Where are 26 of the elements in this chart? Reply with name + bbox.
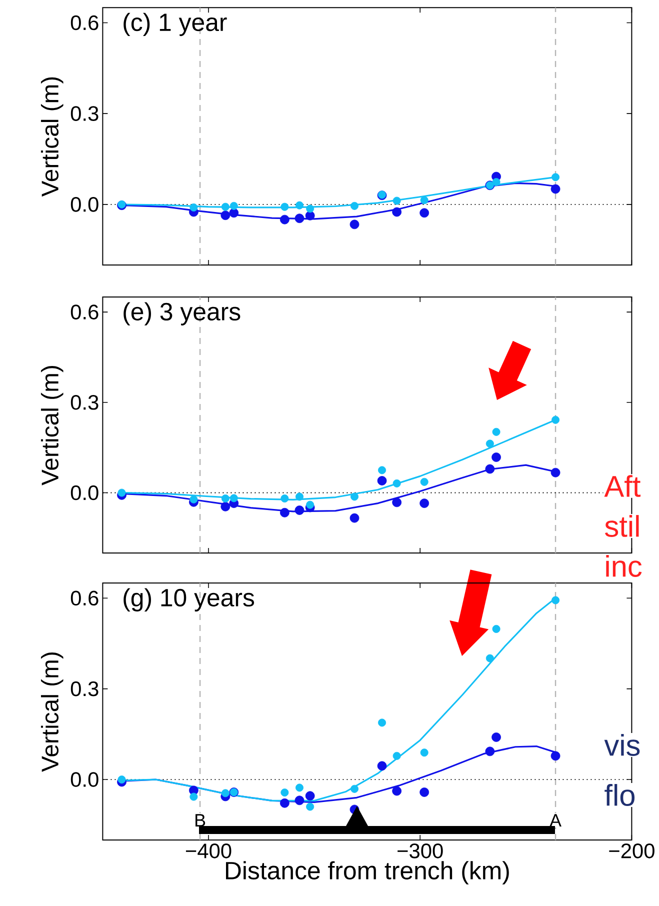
y-tick-label: 0.3 [70,106,98,121]
text: inc [606,555,642,577]
x-tick-label: −300 [398,844,443,858]
y-tick-label: 0.3 [70,395,98,410]
annotation: flo [604,784,635,806]
y-tick-label: 0.6 [70,590,98,606]
y-axis-title: Vertical (m) [40,366,64,486]
y-tick-label: 0.6 [70,15,98,30]
annotation: B [196,814,206,827]
y-axis-title: Vertical (m) [40,77,64,197]
y-tick-label: 0.3 [70,681,98,696]
y-tick-label: 0.0 [70,197,98,212]
x-tick-label: −400 [186,844,232,858]
annotation: stil [605,515,639,537]
y-tick-label: 0.0 [70,485,98,500]
x-tick-label: −200 [609,844,654,858]
y-axis-title: Vertical (m) [40,652,64,772]
annotation: Aft [604,475,641,497]
chart-title: (c) 1 year [124,12,227,36]
x-axis-title: Distance from trench (km) [226,861,509,884]
annotation: vis [604,734,640,756]
chart-title: (g) 10 years [124,588,254,612]
annotation: A [550,814,562,827]
y-tick-label: 0.0 [70,772,98,787]
y-tick-label: 0.6 [70,304,98,320]
chart-title: (e) 3 years [124,302,240,326]
